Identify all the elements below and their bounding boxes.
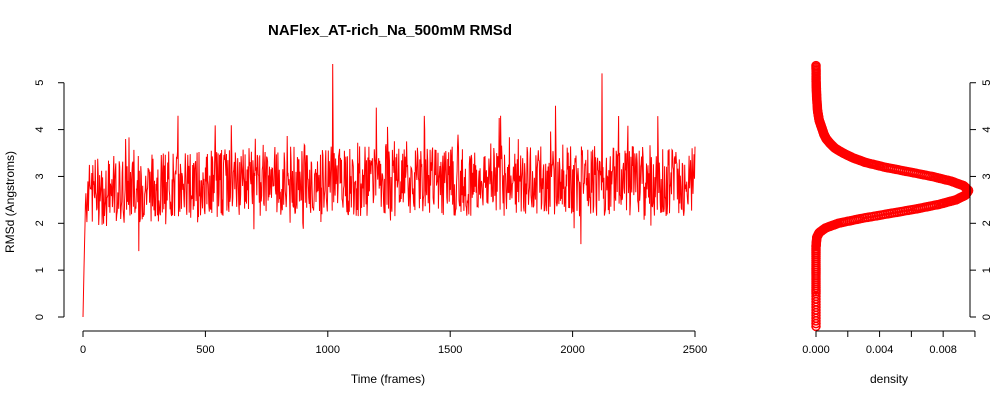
chart-title: NAFlex_AT-rich_Na_500mM RMSd <box>268 22 512 39</box>
y-axis-title: RMSd (Angstroms) <box>3 151 17 253</box>
density-point <box>811 60 821 71</box>
density-y-tick-label: 1 <box>981 267 993 273</box>
x-tick-label: 500 <box>196 344 214 356</box>
y-tick-label: 2 <box>34 220 46 226</box>
density-x-axis-title: density <box>870 372 908 386</box>
density-y-tick-label: 3 <box>981 173 993 179</box>
rmsd-time-series-plot: 0 500 1000 1500 2000 2500 0 1 2 3 4 5 <box>34 63 707 356</box>
rmsd-line <box>82 63 696 318</box>
y-tick-label: 1 <box>34 267 46 273</box>
density-y-tick-label: 0 <box>981 314 993 320</box>
density-x-tick-label: 0.000 <box>802 344 830 356</box>
density-y-tick-label: 2 <box>981 220 993 226</box>
rmsd-density-plot: 0.000 0.004 0.008 0 1 2 3 4 5 <box>802 60 993 356</box>
y-tick-label: 0 <box>34 314 46 320</box>
density-y-tick-label: 4 <box>981 127 993 133</box>
density-x-tick-label: 0.004 <box>866 344 894 356</box>
y-tick-label: 4 <box>34 127 46 133</box>
x-tick-label: 0 <box>80 344 86 356</box>
x-axis-title: Time (frames) <box>351 372 425 386</box>
x-tick-label: 2500 <box>683 344 707 356</box>
density-y-tick-label: 5 <box>981 80 993 86</box>
y-tick-label: 5 <box>34 80 46 86</box>
x-tick-label: 1000 <box>316 344 340 356</box>
y-tick-label: 3 <box>34 173 46 179</box>
x-tick-label: 1500 <box>438 344 462 356</box>
density-x-tick-label: 0.008 <box>929 344 957 356</box>
x-tick-label: 2000 <box>560 344 584 356</box>
